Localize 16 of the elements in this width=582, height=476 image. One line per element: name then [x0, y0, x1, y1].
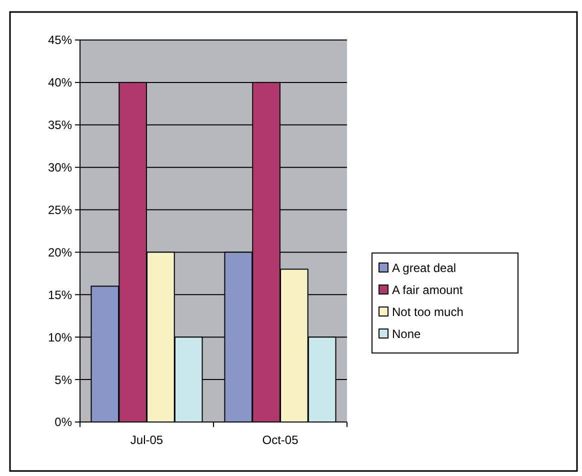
y-tick-label: 20%: [48, 245, 72, 260]
legend-label: A great deal: [392, 261, 456, 276]
y-tick-label: 35%: [48, 118, 72, 132]
y-tick-label: 15%: [48, 288, 72, 302]
y-tick-label: 40%: [48, 76, 72, 90]
y-tick-label: 5%: [54, 372, 72, 387]
x-tick-label: Jul-05: [130, 433, 164, 447]
legend-label: None: [392, 327, 422, 342]
y-tick-label: 30%: [48, 160, 72, 175]
x-tick-label: Oct-05: [262, 433, 299, 447]
y-tick-label: 0%: [54, 415, 72, 430]
y-tick-label: 25%: [48, 202, 72, 217]
y-tick-label: 45%: [48, 33, 72, 48]
legend-label: A fair amount: [392, 283, 464, 298]
y-tick-label: 10%: [48, 330, 72, 344]
legend-label: Not too much: [392, 305, 464, 320]
